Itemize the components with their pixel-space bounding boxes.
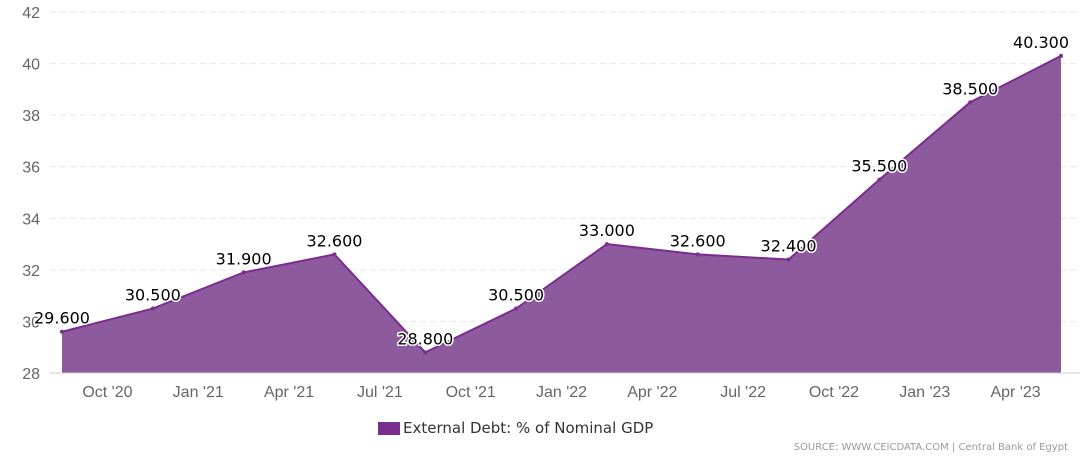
data-label: 32.600 bbox=[306, 231, 362, 250]
data-label: 33.000 bbox=[579, 221, 635, 240]
data-label: 31.900 bbox=[216, 249, 272, 268]
data-label: 38.500 bbox=[942, 79, 998, 98]
legend[interactable]: External Debt: % of Nominal GDP bbox=[378, 419, 653, 437]
data-point[interactable] bbox=[786, 257, 791, 262]
y-tick-label: 32 bbox=[22, 263, 40, 280]
y-tick-label: 36 bbox=[22, 160, 40, 177]
y-tick-label: 28 bbox=[22, 366, 40, 383]
y-tick-label: 38 bbox=[22, 108, 40, 125]
data-point[interactable] bbox=[604, 242, 609, 247]
data-point[interactable] bbox=[514, 306, 519, 311]
x-tick-label: Apr '21 bbox=[264, 384, 314, 401]
data-point[interactable] bbox=[332, 252, 337, 257]
data-point[interactable] bbox=[241, 270, 246, 275]
x-tick-label: Oct '22 bbox=[809, 384, 859, 401]
data-point[interactable] bbox=[695, 252, 700, 257]
data-point[interactable] bbox=[150, 306, 155, 311]
y-tick-label: 42 bbox=[22, 5, 40, 22]
area-fill bbox=[62, 55, 1061, 373]
data-point[interactable] bbox=[1059, 53, 1063, 58]
data-label: 30.500 bbox=[125, 286, 181, 305]
y-tick-label: 34 bbox=[22, 211, 40, 228]
source-text: SOURCE: WWW.CEICDATA.COM | Central Bank … bbox=[793, 442, 1068, 453]
x-tick-label: Apr '22 bbox=[627, 384, 677, 401]
series-line[interactable] bbox=[61, 54, 1062, 354]
data-label: 30.500 bbox=[488, 286, 544, 305]
x-tick-label: Oct '20 bbox=[82, 384, 132, 401]
data-label: 40.300 bbox=[1013, 33, 1069, 52]
legend-label: External Debt: % of Nominal GDP bbox=[403, 419, 654, 437]
data-point[interactable] bbox=[968, 100, 973, 105]
x-tick-label: Jan '22 bbox=[536, 384, 587, 401]
data-label: 29.600 bbox=[34, 309, 90, 328]
data-point[interactable] bbox=[877, 177, 882, 182]
data-point[interactable] bbox=[423, 350, 428, 355]
data-label: 32.600 bbox=[670, 231, 726, 250]
y-tick-label: 40 bbox=[22, 57, 40, 74]
x-tick-label: Jan '23 bbox=[899, 384, 950, 401]
y-tick-label: 30 bbox=[22, 314, 40, 331]
x-tick-label: Jul '21 bbox=[357, 384, 403, 401]
data-point[interactable] bbox=[60, 329, 64, 334]
data-label: 28.800 bbox=[397, 329, 453, 348]
data-label: 35.500 bbox=[851, 157, 907, 176]
x-tick-label: Oct '21 bbox=[446, 384, 496, 401]
x-tick-label: Apr '23 bbox=[990, 384, 1040, 401]
x-tick-label: Jul '22 bbox=[720, 384, 766, 401]
data-label: 32.400 bbox=[761, 237, 817, 256]
x-tick-label: Jan '21 bbox=[173, 384, 224, 401]
legend-swatch bbox=[378, 421, 400, 435]
